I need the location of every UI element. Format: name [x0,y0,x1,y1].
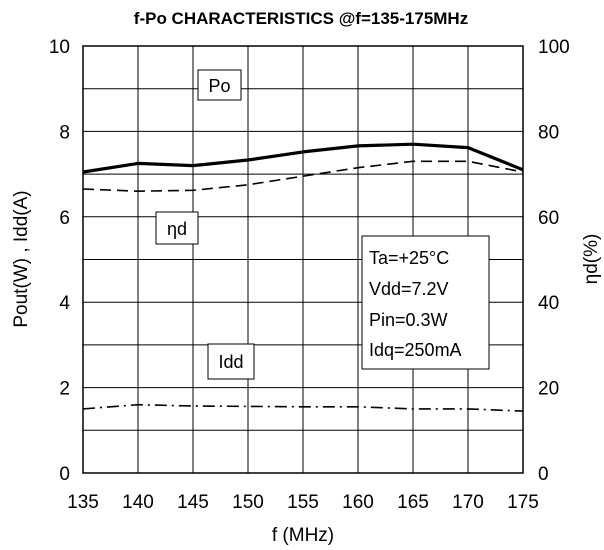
y-tick-label-left: 0 [59,464,70,485]
eta-label-box: ηd [155,211,199,245]
y-tick-label-right: 20 [538,379,559,400]
tick-labels: 135 140 145 150 155 160 165 170 1750246810020406… [49,37,570,513]
po-label-frame [197,69,242,101]
condition-pin: Pin=0.3W [369,310,448,330]
conditions-box: Ta=+25°C Vdd=7.2V Pin=0.3W Idq=250mA [361,235,490,370]
condition-vdd: Vdd=7.2V [369,279,449,299]
series-line-po [82,142,524,174]
series-line-idd [82,403,524,412]
x-tick-label: 165 [397,492,429,513]
x-tick-label: 150 [232,492,264,513]
y-tick-label-left: 2 [59,379,70,400]
x-tick-label: 135 [67,492,99,513]
y-axis-right-label: ηd(%) [581,234,602,285]
y-tick-label-left: 4 [59,293,70,314]
condition-idq: Idq=250mA [369,340,462,360]
y-tick-label-right: 60 [538,208,559,229]
po-label: Po [208,76,230,96]
x-tick-label: 155 [287,492,319,513]
idd-label-frame [207,343,255,380]
y-tick-label-right: 100 [538,37,570,58]
eta-label: ηd [167,219,187,239]
conditions-frame [361,235,490,370]
x-tick-label: 170 [452,492,484,513]
y-axis-left-label: Pout(W) , Idd(A) [11,190,32,327]
y-tick-label-right: 80 [538,122,559,143]
chart-title: f-Po CHARACTERISTICS @f=135-175MHz [134,9,468,28]
series-line-eta [82,160,524,192]
x-axis-label: f (MHz) [272,525,334,546]
y-tick-label-left: 10 [49,37,70,58]
condition-temperature: Ta=+25°C [369,248,449,268]
po-label-box: Po [197,69,242,101]
idd-label-box: Idd [207,343,255,380]
y-tick-label-left: 6 [59,208,70,229]
plot-frame [82,45,524,474]
series-layer [82,142,524,412]
x-tick-label: 175 [507,492,539,513]
y-tick-label-right: 40 [538,293,559,314]
y-tick-label-right: 0 [538,464,549,485]
idd-label: Idd [218,352,243,372]
eta-label-frame [155,211,199,245]
x-tick-label: 160 [342,492,374,513]
y-tick-label-left: 8 [59,122,70,143]
x-tick-label: 140 [122,492,154,513]
x-tick-label: 145 [177,492,209,513]
